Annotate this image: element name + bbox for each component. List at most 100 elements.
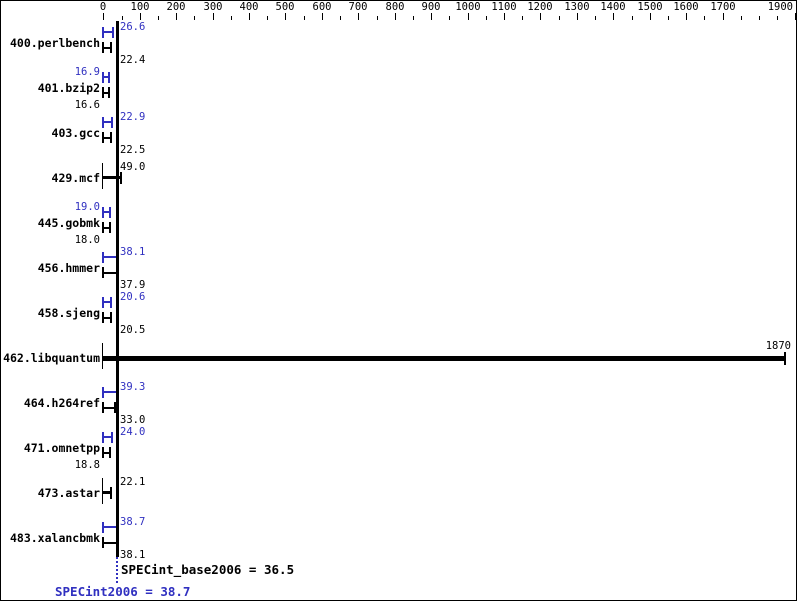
x-axis-tick: [103, 13, 104, 20]
x-axis-tick: [249, 13, 250, 20]
peak-value-label: 20.6: [120, 291, 146, 303]
benchmark-label: 464.h264ref: [23, 396, 100, 410]
peak-bar-end-cap: [108, 72, 110, 83]
x-axis-tick: [231, 16, 232, 20]
base-bar-end-cap: [109, 447, 111, 458]
peak-bar: [102, 31, 113, 33]
peak-value-label: 19.0: [74, 201, 100, 213]
benchmark-label: 429.mcf: [51, 171, 100, 185]
summary-specint-base: SPECint_base2006 = 36.5: [121, 562, 295, 577]
base-bar: [102, 227, 110, 229]
x-axis-tick: [486, 16, 487, 20]
peak-bar: [102, 301, 111, 303]
peak-bar: [102, 256, 117, 258]
base-value-label: 16.6: [74, 99, 100, 111]
x-axis-tick-label: 100: [130, 1, 150, 13]
peak-value-label: 38.7: [120, 516, 146, 528]
base-value-label: 18.0: [74, 234, 100, 246]
base-value-label: 33.0: [120, 414, 146, 426]
x-axis-tick: [650, 13, 651, 20]
x-axis-tick: [777, 16, 778, 20]
x-axis-tick: [322, 13, 323, 20]
benchmark-label: 473.astar: [37, 486, 100, 500]
benchmark-label: 483.xalancbmk: [9, 531, 100, 545]
base-bar: [102, 452, 110, 454]
base-bar: [102, 47, 111, 49]
x-axis-tick: [213, 13, 214, 20]
base-value-label: 38.1: [120, 549, 146, 561]
bar-end-cap: [784, 352, 786, 365]
x-axis-tick: [741, 16, 742, 20]
x-axis-tick: [686, 13, 687, 20]
x-axis-tick: [176, 13, 177, 20]
peak-bar-end-cap: [109, 207, 111, 218]
x-axis-tick: [194, 16, 195, 20]
x-axis-tick-label: 1600: [673, 1, 699, 13]
x-axis-tick: [377, 16, 378, 20]
x-axis-tick-label: 700: [348, 1, 368, 13]
peak-bar: [102, 391, 118, 393]
peak-bar-end-cap: [112, 27, 114, 38]
base-bar: [102, 317, 111, 319]
x-axis-tick-label: 300: [203, 1, 223, 13]
benchmark-label: 401.bzip2: [37, 81, 100, 95]
base-value-label: 22.1: [120, 476, 146, 488]
x-axis-tick: [468, 13, 469, 20]
merged-bar: [102, 356, 785, 361]
base-bar-end-cap: [110, 312, 112, 323]
x-axis-tick-label: 1400: [600, 1, 626, 13]
base-bar-end-cap: [108, 87, 110, 98]
merged-value-label: 1870: [765, 340, 791, 352]
x-axis-tick: [795, 13, 796, 20]
bar-end-cap: [120, 172, 122, 184]
x-axis-tick: [340, 16, 341, 20]
base-bar: [102, 137, 111, 139]
summary-specint-peak: SPECint2006 = 38.7: [55, 584, 191, 599]
peak-value-label: 38.1: [120, 246, 146, 258]
peak-value-label: 39.3: [120, 381, 146, 393]
x-axis-tick-label: 400: [239, 1, 259, 13]
peak-value-label: 24.0: [120, 426, 146, 438]
x-axis-tick: [449, 16, 450, 20]
base-bar: [102, 542, 117, 544]
peak-bar: [102, 211, 110, 213]
x-axis-tick: [413, 16, 414, 20]
x-axis-tick-label: 0: [99, 1, 107, 13]
x-axis-tick-label: 1900: [767, 1, 793, 13]
merged-bar: [102, 491, 111, 494]
peak-value-label: 22.9: [120, 111, 146, 123]
x-axis-tick-label: 800: [385, 1, 405, 13]
benchmark-label: 445.gobmk: [37, 216, 100, 230]
x-axis-tick: [140, 13, 141, 20]
peak-value-label: 26.6: [120, 21, 146, 33]
x-axis-tick: [559, 16, 560, 20]
peak-bar-end-cap: [111, 432, 113, 443]
benchmark-label: 458.sjeng: [37, 306, 100, 320]
base-value-label: 18.8: [74, 459, 100, 471]
x-axis-tick-label: 600: [312, 1, 332, 13]
base-bar: [102, 407, 115, 409]
x-axis-tick: [304, 16, 305, 20]
x-axis-tick: [122, 16, 123, 20]
x-axis-tick: [759, 16, 760, 20]
bar-end-cap: [110, 487, 112, 499]
peak-bar: [102, 76, 109, 78]
x-axis-tick: [577, 13, 578, 20]
base-bar-end-cap: [109, 222, 111, 233]
base-bar-end-cap: [110, 42, 112, 53]
x-axis-tick: [704, 16, 705, 20]
x-axis-tick: [668, 16, 669, 20]
base-bar-end-cap: [110, 132, 112, 143]
mean-base-line: [116, 21, 119, 557]
x-axis-tick-label: 1200: [527, 1, 553, 13]
mean-peak-dotted-line: [116, 557, 118, 584]
x-axis-tick: [613, 13, 614, 20]
x-axis-tick-label: 1700: [710, 1, 736, 13]
base-value-label: 37.9: [120, 279, 146, 291]
base-bar: [102, 272, 117, 274]
base-value-label: 49.0: [120, 161, 146, 173]
x-axis-tick: [595, 16, 596, 20]
benchmark-label: 471.omnetpp: [23, 441, 100, 455]
